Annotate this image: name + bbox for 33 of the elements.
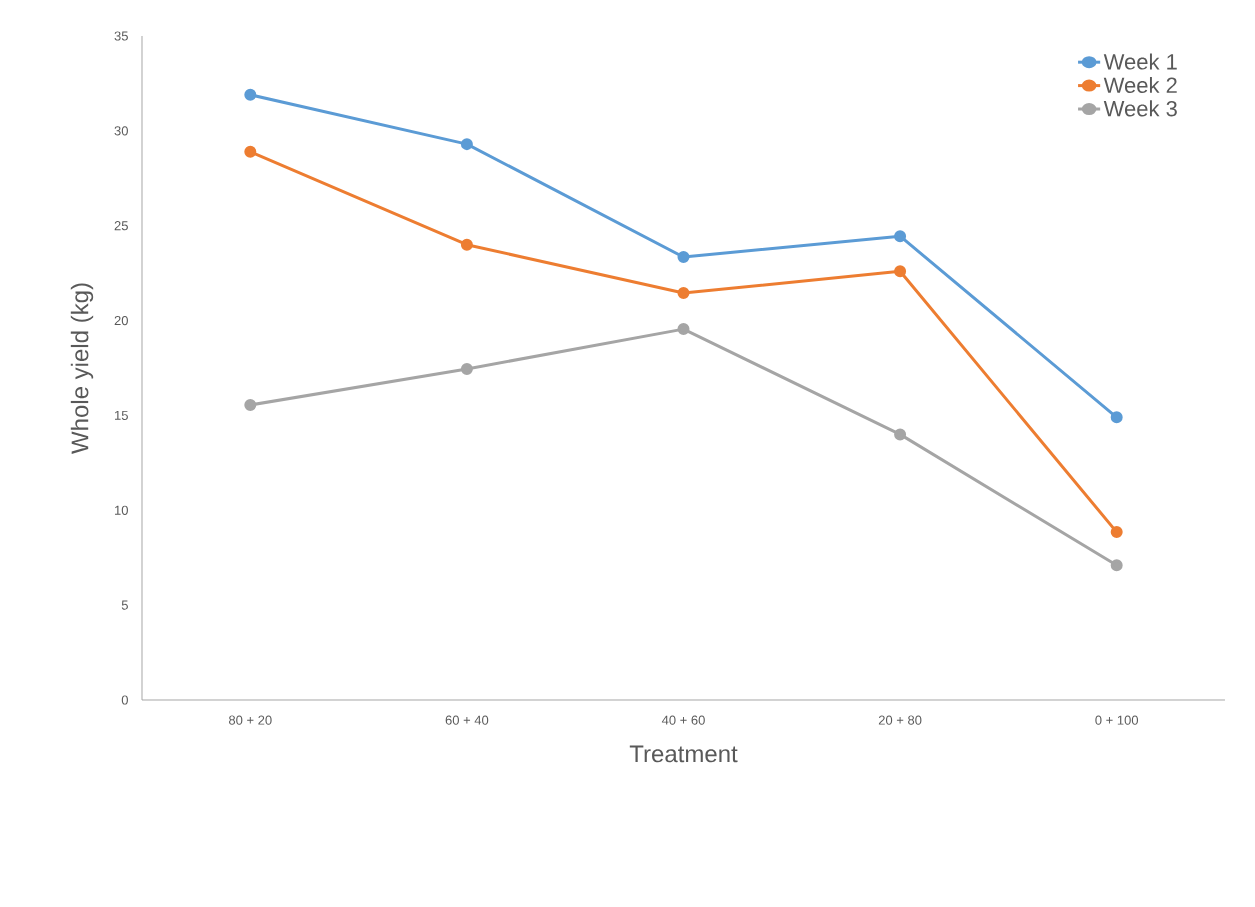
legend-label: Week 1: [1103, 53, 1177, 70]
point: [1110, 526, 1123, 539]
point: [677, 251, 690, 264]
y-tick-label: 20: [114, 315, 128, 326]
y-tick-label: 30: [114, 126, 128, 136]
point: [244, 88, 257, 101]
point: [677, 323, 690, 336]
point: [460, 138, 473, 151]
x-tick-label: 40 + 60: [661, 715, 705, 725]
y-tick-label: 15: [115, 410, 128, 420]
x-tick-label: 0 + 100: [1095, 715, 1139, 725]
point: [894, 428, 907, 441]
y-tick-label: 10: [115, 505, 128, 515]
y-axis-title: Whole yield (kg): [70, 283, 94, 454]
x-axis-title: Treatment: [629, 745, 738, 763]
point: [894, 230, 907, 243]
legend-label: Week 2: [1103, 76, 1177, 94]
point: [1110, 411, 1123, 424]
y-tick-label: 0: [121, 695, 128, 705]
x-tick-label: 80 + 20: [228, 715, 272, 725]
point: [460, 238, 473, 251]
y-tick-label: 5: [121, 600, 128, 610]
y-tick-label: 25: [114, 221, 128, 231]
point: [677, 287, 690, 300]
point: [244, 145, 257, 158]
point: [244, 398, 257, 411]
point: [894, 265, 907, 278]
x-tick-label: 60 + 40: [445, 715, 489, 725]
point: [1110, 559, 1123, 572]
legend-label: Week 3: [1103, 100, 1177, 117]
x-tick-label: 20 + 80: [878, 715, 922, 725]
y-tick-label: 35: [114, 31, 128, 41]
point: [460, 362, 473, 375]
